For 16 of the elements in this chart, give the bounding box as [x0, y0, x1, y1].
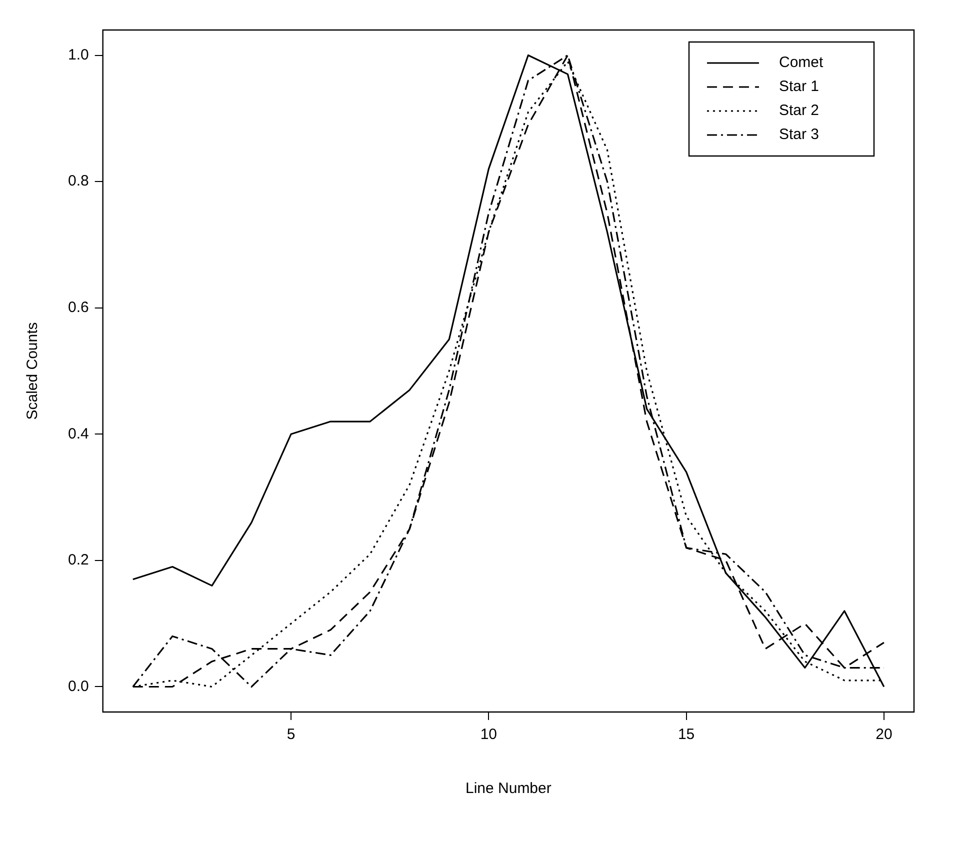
legend-label: Star 2 [779, 102, 820, 120]
x-tick-label: 20 [876, 726, 892, 744]
x-tick-label: 10 [480, 726, 498, 744]
legend-label: Comet [779, 54, 824, 72]
x-tick-label: 5 [286, 726, 296, 744]
y-tick-label: 0.2 [68, 552, 89, 569]
y-tick-label: 0.8 [68, 172, 89, 190]
legend-label: Star 3 [779, 126, 820, 144]
y-tick-label: 0.6 [68, 298, 89, 316]
x-tick-label: 15 [678, 726, 695, 744]
legend-label: Star 1 [779, 78, 820, 96]
y-tick-label: 1.0 [68, 46, 89, 64]
x-axis-title: Line Number [465, 780, 552, 798]
y-tick-label: 0.4 [68, 425, 89, 442]
y-tick-label: 0.0 [68, 678, 89, 695]
y-axis-title: Scaled Counts [24, 322, 42, 420]
